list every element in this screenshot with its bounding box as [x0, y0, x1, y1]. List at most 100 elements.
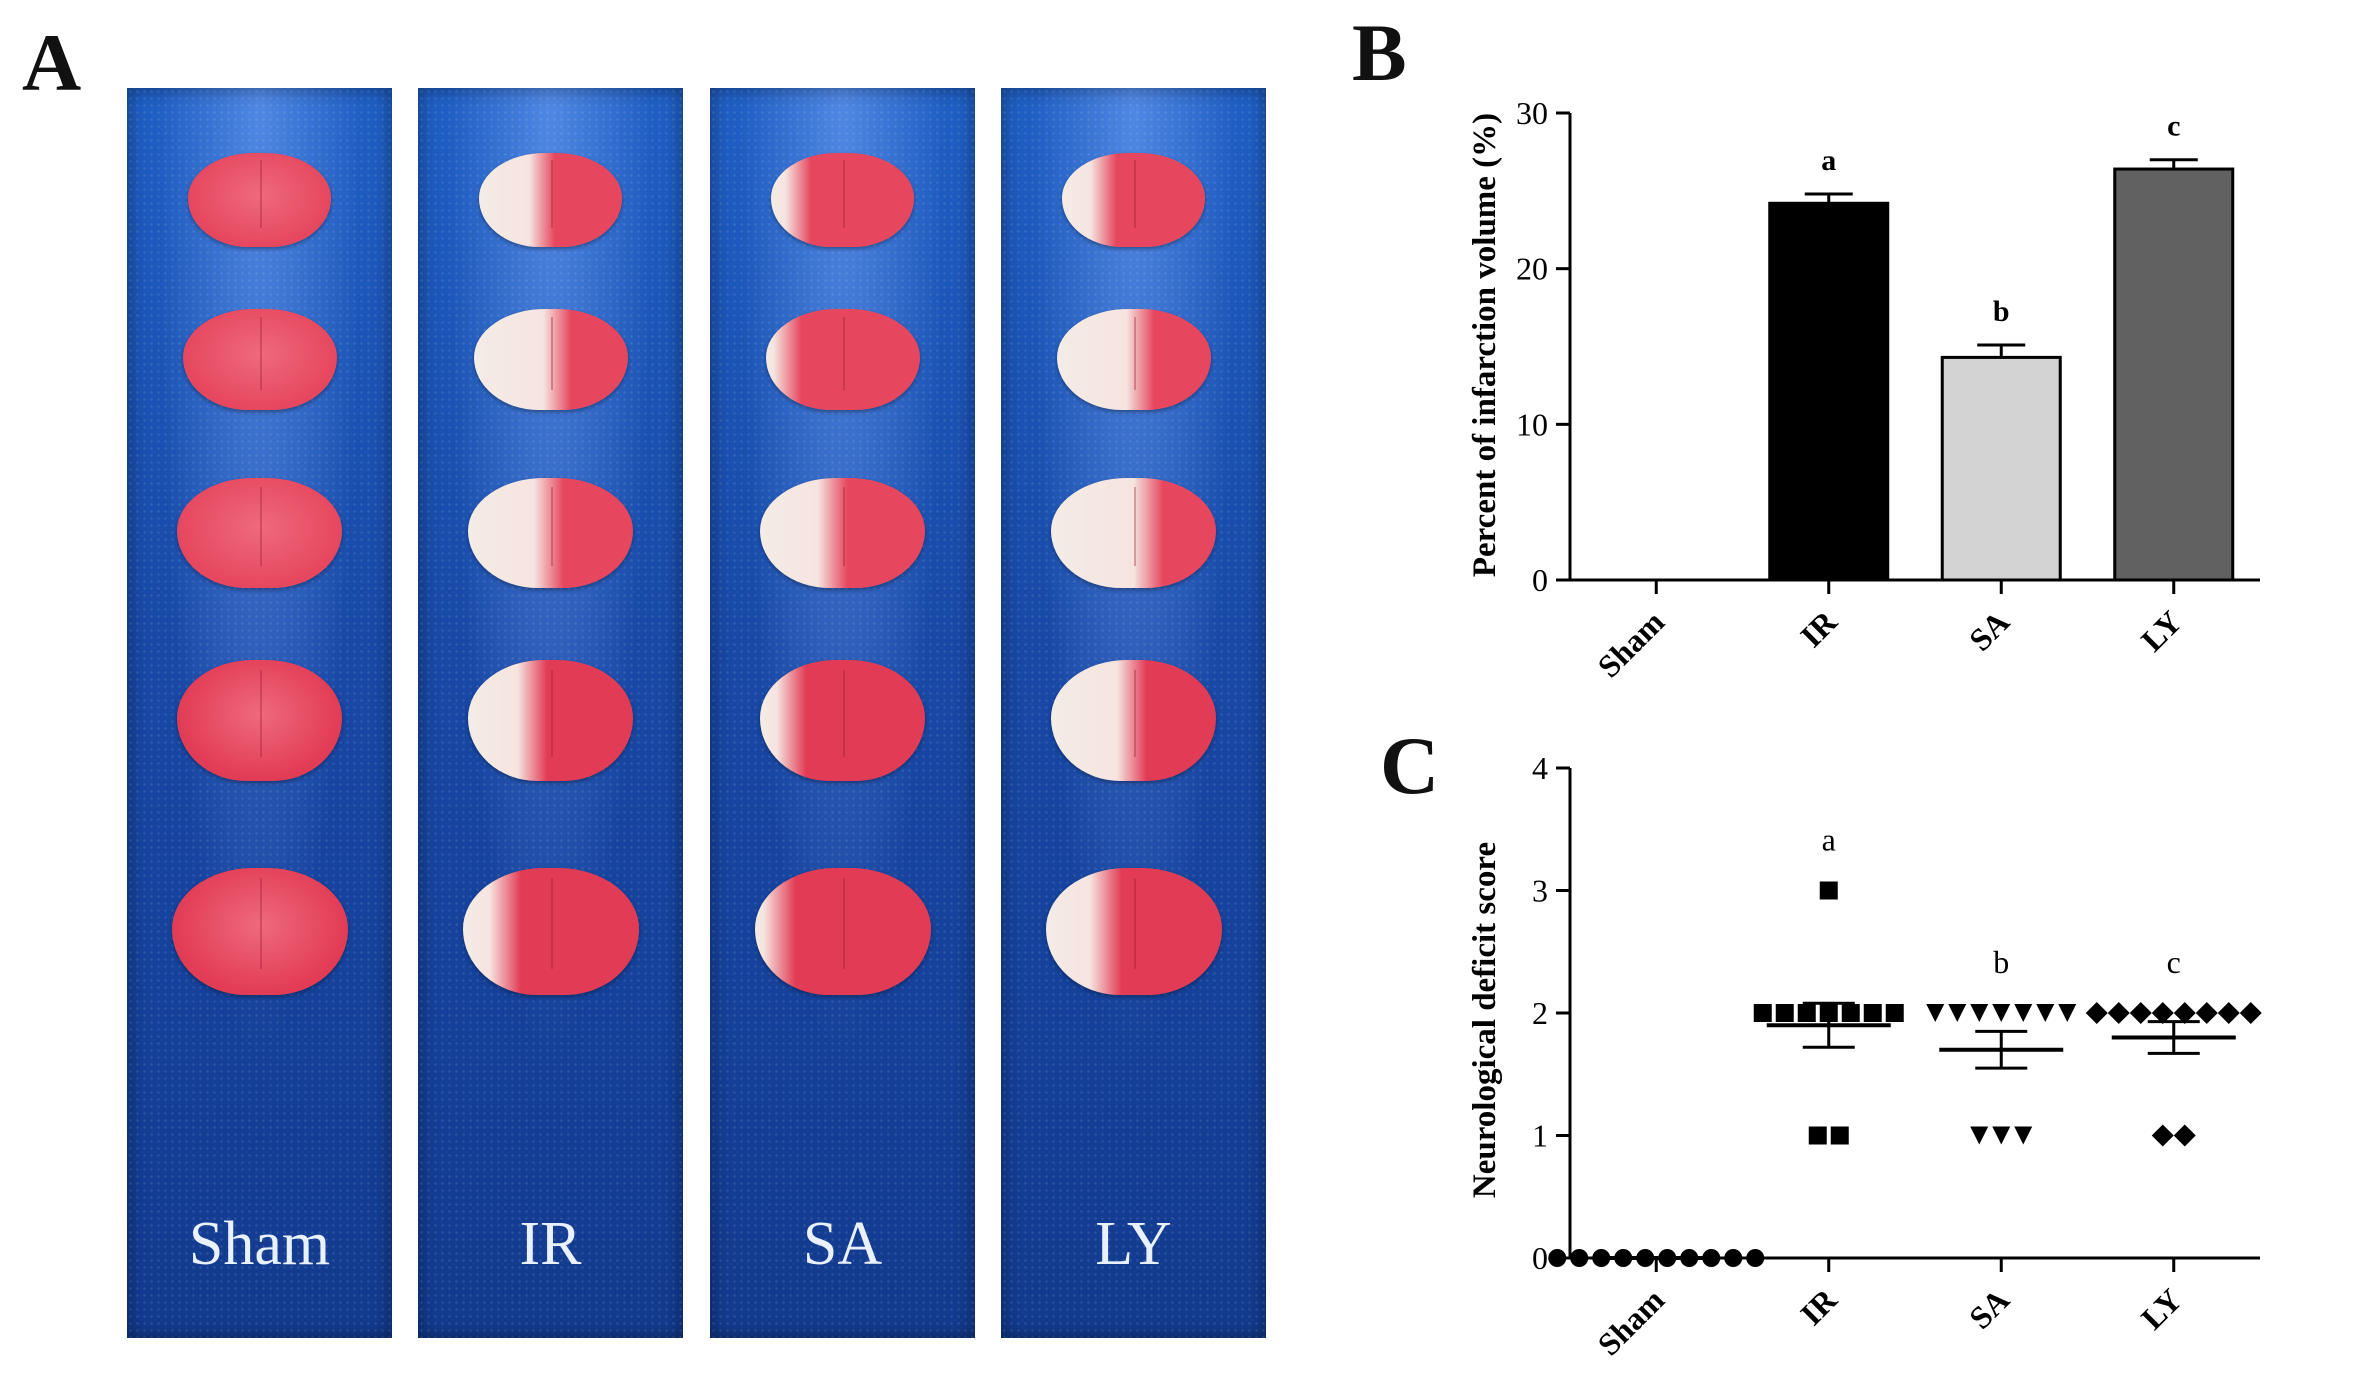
data-point-diamond — [2151, 1124, 2174, 1147]
significance-letter: c — [2167, 110, 2180, 143]
x-tick-labels: Sham IR SA LY — [1590, 1281, 2188, 1362]
brain-slice — [765, 309, 920, 411]
data-point-triangle — [2014, 1004, 2033, 1022]
data-point-triangle — [1970, 1004, 1989, 1022]
midline-fissure — [259, 160, 262, 228]
brain-slice — [177, 478, 342, 588]
significance-letter: a — [1821, 144, 1836, 177]
brain-slice — [473, 309, 628, 411]
strip-label-ir: IR — [519, 1210, 582, 1278]
axes — [1556, 766, 2260, 1272]
y-tick-labels: 0 10 20 30 — [1516, 95, 1548, 598]
brain-slice — [177, 660, 342, 781]
y-tick-label: 2 — [1532, 995, 1548, 1031]
y-tick-label: 0 — [1532, 1240, 1548, 1276]
data-point-diamond — [2107, 1002, 2130, 1024]
midline-fissure — [259, 486, 262, 566]
panel-letter-c: C — [1380, 720, 1440, 811]
data-point-diamond — [2173, 1002, 2196, 1024]
significance-labels: a b c — [1822, 822, 2181, 981]
data-point-triangle — [1970, 1126, 1989, 1145]
bars — [1768, 167, 2235, 582]
significance-letter: c — [2167, 944, 2181, 980]
data-point-diamond — [2173, 1124, 2196, 1147]
midline-fissure — [1133, 669, 1136, 757]
panel-b-bar-chart: Percent of infarction volume (%) a b c 0 10… — [1467, 95, 2260, 684]
brain-slice — [754, 868, 931, 995]
y-axis-label: Percent of infarction volume (%) — [1467, 113, 1503, 577]
brain-slice — [479, 153, 622, 247]
midline-fissure — [550, 669, 553, 757]
y-tick-labels: 0 1 2 3 4 — [1532, 750, 1548, 1276]
significance-letter: b — [1993, 295, 2010, 328]
brain-slice — [182, 309, 337, 411]
x-tick-label: Sham — [1590, 1281, 1671, 1362]
strip-label-ly: LY — [1095, 1210, 1172, 1278]
bar-ir — [1768, 201, 1890, 582]
data-point-triangle — [1992, 1126, 2011, 1145]
brain-slice — [462, 868, 639, 995]
midline-fissure — [842, 878, 845, 970]
bar-ly — [2113, 167, 2235, 582]
brain-slice — [1045, 868, 1222, 995]
data-point-triangle — [1926, 1004, 1945, 1022]
brain-slice — [760, 660, 925, 781]
x-tick-label: Sham — [1590, 603, 1671, 684]
data-point-square — [1797, 1004, 1816, 1022]
data-point-diamond — [2217, 1002, 2240, 1024]
y-tick-label: 3 — [1532, 873, 1548, 909]
midline-fissure — [842, 317, 845, 390]
data-point-diamond — [2195, 1002, 2218, 1024]
x-tick-label: IR — [1793, 603, 1844, 654]
brain-slice — [1051, 478, 1216, 588]
mean-sem-bars — [1594, 1001, 2236, 1260]
data-point-circle — [1724, 1249, 1743, 1267]
x-tick-label: SA — [1962, 603, 2016, 657]
data-point-square — [1775, 1004, 1794, 1022]
brain-slice — [171, 868, 348, 995]
brain-slice — [771, 153, 914, 247]
brain-slice — [760, 478, 925, 588]
photo-strip-ir: IR — [418, 88, 683, 1338]
midline-fissure — [1133, 160, 1136, 228]
x-tick-label: SA — [1962, 1281, 2016, 1335]
midline-fissure — [842, 486, 845, 566]
data-point-square — [1808, 1126, 1827, 1145]
data-point-diamond — [2085, 1002, 2108, 1024]
significance-letter: a — [1822, 822, 1836, 858]
midline-fissure — [1133, 317, 1136, 390]
midline-fissure — [550, 486, 553, 566]
midline-fissure — [1133, 486, 1136, 566]
data-point-square — [1830, 1126, 1849, 1145]
y-tick-label: 1 — [1532, 1118, 1548, 1154]
brain-slice — [1056, 309, 1211, 411]
data-point-circle — [1746, 1249, 1765, 1267]
y-tick-label: 30 — [1516, 95, 1548, 131]
data-point-diamond — [2129, 1002, 2152, 1024]
photo-strip-sa: SA — [710, 88, 975, 1338]
significance-labels: a b c — [1821, 110, 2180, 328]
data-point-triangle — [2058, 1004, 2077, 1022]
photo-strip-ly: LY — [1001, 88, 1266, 1338]
y-tick-label: 20 — [1516, 251, 1548, 287]
brain-slice — [188, 153, 331, 247]
y-axis-label: Neurological deficit score — [1467, 842, 1503, 1198]
data-point-triangle — [1992, 1004, 2011, 1022]
data-point-triangle — [2036, 1004, 2055, 1022]
data-point-square — [1753, 1004, 1772, 1022]
midline-fissure — [842, 669, 845, 757]
midline-fissure — [259, 317, 262, 390]
error-bars — [1804, 158, 2198, 358]
data-point-square — [1885, 1004, 1904, 1022]
x-tick-label: LY — [2134, 1281, 2189, 1336]
data-point-circle — [1548, 1249, 1567, 1267]
data-point-triangle — [1948, 1004, 1967, 1022]
midline-fissure — [1133, 878, 1136, 970]
brain-slice — [468, 478, 633, 588]
x-tick-labels: Sham IR SA LY — [1590, 603, 2188, 684]
data-point-circle — [1570, 1249, 1589, 1267]
midline-fissure — [550, 317, 553, 390]
x-tick-label: LY — [2134, 603, 2189, 658]
brain-slice — [1051, 660, 1216, 781]
bar-sa — [1940, 355, 2062, 582]
